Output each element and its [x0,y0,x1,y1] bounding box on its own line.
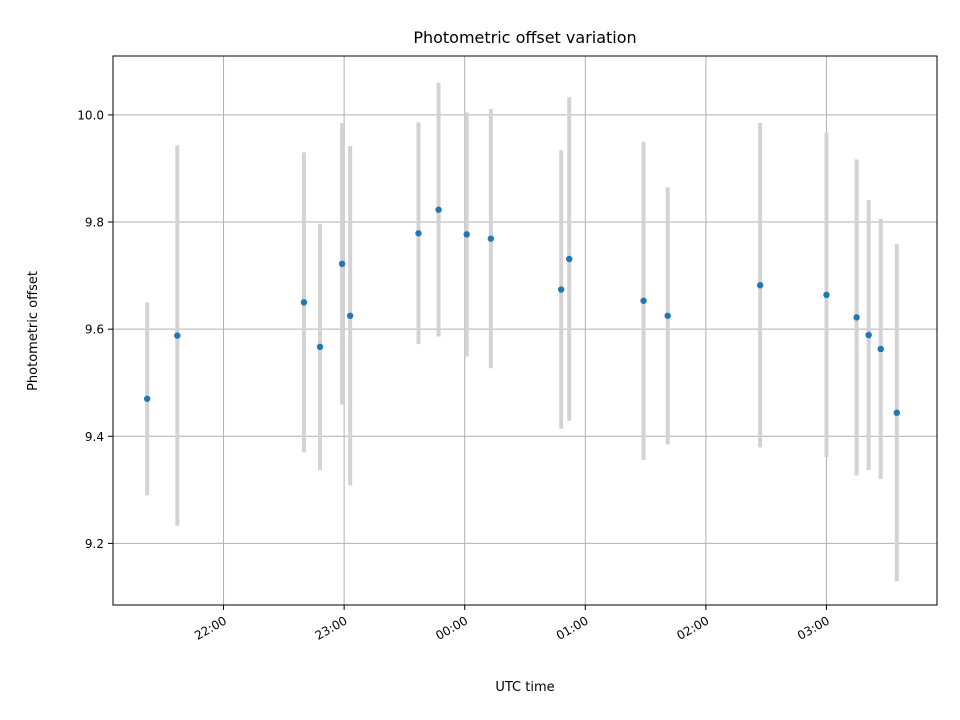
y-tick-label: 9.4 [85,430,104,444]
y-axis-label: Photometric offset [26,271,41,391]
y-tick-label: 9.8 [85,216,104,230]
data-point [338,260,346,268]
data-point [640,297,647,304]
y-tick-label: 10.0 [77,108,104,122]
y-axis-ticks: 9.2 9.4 9.6 9.8 10.0 [77,108,113,551]
data-point [487,235,495,242]
data-point [143,395,151,402]
data-points [143,206,901,416]
data-point [823,291,830,299]
data-point [877,345,884,353]
data-point [415,230,422,237]
data-point [853,314,860,321]
data-point [300,299,308,306]
x-axis-label: UTC time [495,680,554,695]
data-point [865,331,872,339]
data-point [316,343,324,351]
y-tick-label: 9.6 [85,323,104,337]
data-point [566,255,573,263]
data-point [756,282,764,289]
data-point [463,231,470,238]
data-point [893,409,901,416]
data-point [664,312,671,319]
data-point [435,206,442,213]
chart-title: Photometric offset variation [413,28,636,47]
data-point [346,312,354,319]
plot-frame [112,55,938,606]
data-point [557,286,565,293]
data-point [174,332,181,339]
y-tick-label: 9.2 [85,537,104,551]
